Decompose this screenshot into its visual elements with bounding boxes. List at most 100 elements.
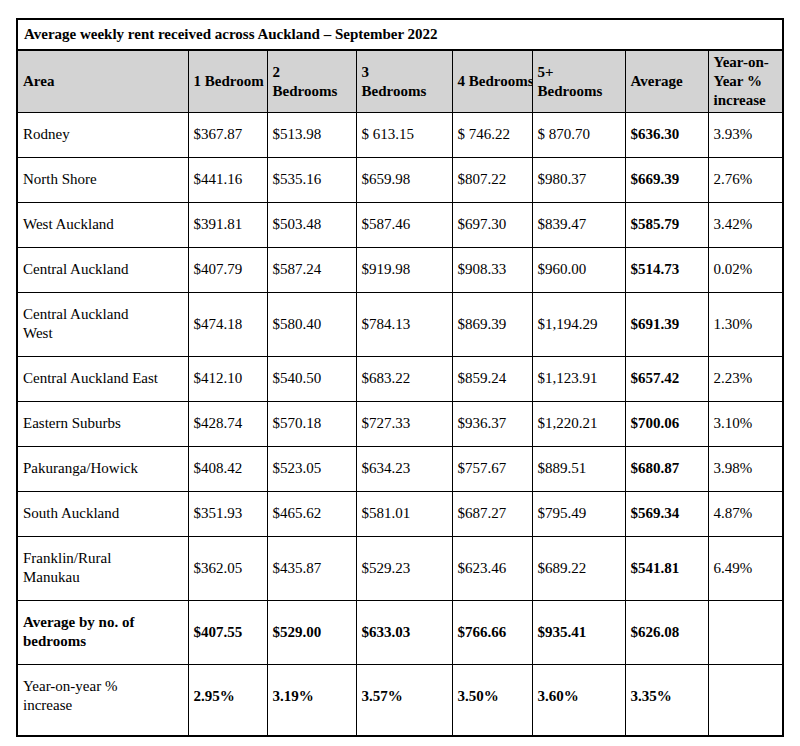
value-cell: 3.93% xyxy=(708,113,783,158)
value-cell: $585.79 xyxy=(625,203,708,248)
value-cell: $535.16 xyxy=(267,158,356,203)
value-cell: $407.79 xyxy=(188,248,267,293)
area-cell: Central Auckland West xyxy=(17,293,188,357)
value-cell: $362.05 xyxy=(188,537,267,601)
value-cell: $697.30 xyxy=(452,203,532,248)
value-cell: $691.39 xyxy=(625,293,708,357)
value-cell: $408.42 xyxy=(188,447,267,492)
value-cell: $541.81 xyxy=(625,537,708,601)
table-body: Rodney$367.87$513.98$ 613.15$ 746.22$ 87… xyxy=(17,113,783,737)
value-cell: $391.81 xyxy=(188,203,267,248)
table-title: Average weekly rent received across Auck… xyxy=(17,19,783,50)
value-cell: 3.60% xyxy=(532,665,625,737)
value-cell: 0.02% xyxy=(708,248,783,293)
area-cell: Franklin/Rural Manukau xyxy=(17,537,188,601)
value-cell: $503.48 xyxy=(267,203,356,248)
value-cell: $689.22 xyxy=(532,537,625,601)
value-cell: 6.49% xyxy=(708,537,783,601)
header-row: Area 1 Bedroom 2 Bedrooms 3 Bedrooms 4 B… xyxy=(17,50,783,113)
value-cell: $587.24 xyxy=(267,248,356,293)
value-cell xyxy=(708,665,783,737)
value-cell: $687.27 xyxy=(452,492,532,537)
value-cell: $ 613.15 xyxy=(356,113,452,158)
column-header-area: Area xyxy=(17,50,188,113)
value-cell: 3.98% xyxy=(708,447,783,492)
value-cell: $784.13 xyxy=(356,293,452,357)
column-header-4-bedrooms: 4 Bedrooms xyxy=(452,50,532,113)
value-cell: $1,194.29 xyxy=(532,293,625,357)
area-cell: Central Auckland xyxy=(17,248,188,293)
value-cell: $570.18 xyxy=(267,402,356,447)
table-row: Franklin/Rural Manukau$362.05$435.87$529… xyxy=(17,537,783,601)
value-cell: $657.42 xyxy=(625,357,708,402)
value-cell: $367.87 xyxy=(188,113,267,158)
value-cell: $540.50 xyxy=(267,357,356,402)
table-row: Eastern Suburbs$428.74$570.18$727.33$936… xyxy=(17,402,783,447)
value-cell: $683.22 xyxy=(356,357,452,402)
value-cell: 3.19% xyxy=(267,665,356,737)
value-cell: $441.16 xyxy=(188,158,267,203)
table-row: Central Auckland East$412.10$540.50$683.… xyxy=(17,357,783,402)
column-header-3-bedrooms: 3 Bedrooms xyxy=(356,50,452,113)
value-cell: 1.30% xyxy=(708,293,783,357)
value-cell: $407.55 xyxy=(188,601,267,665)
table-row: Year-on-year % increase2.95%3.19%3.57% 3.… xyxy=(17,665,783,737)
column-header-1-bedroom: 1 Bedroom xyxy=(188,50,267,113)
value-cell: $633.03 xyxy=(356,601,452,665)
value-cell: $936.37 xyxy=(452,402,532,447)
value-cell: $757.67 xyxy=(452,447,532,492)
value-cell: $474.18 xyxy=(188,293,267,357)
area-cell: West Auckland xyxy=(17,203,188,248)
value-cell: $889.51 xyxy=(532,447,625,492)
value-cell: 3.35% xyxy=(625,665,708,737)
value-cell: 3.57% xyxy=(356,665,452,737)
value-cell: $587.46 xyxy=(356,203,452,248)
area-cell: Central Auckland East xyxy=(17,357,188,402)
value-cell: $960.00 xyxy=(532,248,625,293)
column-header-5plus-bedrooms: 5+ Bedrooms xyxy=(532,50,625,113)
value-cell: $428.74 xyxy=(188,402,267,447)
value-cell: $569.34 xyxy=(625,492,708,537)
value-cell: $514.73 xyxy=(625,248,708,293)
page: Average weekly rent received across Auck… xyxy=(0,0,800,746)
rent-table: Average weekly rent received across Auck… xyxy=(16,18,784,737)
column-header-year-on-year: Year-on- Year % increase xyxy=(708,50,783,113)
area-cell: Average by no. of bedrooms xyxy=(17,601,188,665)
value-cell: $513.98 xyxy=(267,113,356,158)
value-cell: $935.41 xyxy=(532,601,625,665)
table-row: Rodney$367.87$513.98$ 613.15$ 746.22$ 87… xyxy=(17,113,783,158)
title-row: Average weekly rent received across Auck… xyxy=(17,19,783,50)
table-row: Central Auckland$407.79$587.24$919.98$90… xyxy=(17,248,783,293)
value-cell: $ 746.22 xyxy=(452,113,532,158)
value-cell xyxy=(708,601,783,665)
value-cell: 2.95% xyxy=(188,665,267,737)
value-cell: $1,123.91 xyxy=(532,357,625,402)
value-cell: $700.06 xyxy=(625,402,708,447)
table-row: Pakuranga/Howick$408.42$523.05$634.23$75… xyxy=(17,447,783,492)
value-cell: $659.98 xyxy=(356,158,452,203)
area-cell: Pakuranga/Howick xyxy=(17,447,188,492)
table-row: West Auckland$391.81$503.48$587.46$697.3… xyxy=(17,203,783,248)
value-cell: $919.98 xyxy=(356,248,452,293)
area-cell: Year-on-year % increase xyxy=(17,665,188,737)
value-cell: $ 870.70 xyxy=(532,113,625,158)
value-cell: $529.00 xyxy=(267,601,356,665)
value-cell: $623.46 xyxy=(452,537,532,601)
value-cell: $766.66 xyxy=(452,601,532,665)
value-cell: $795.49 xyxy=(532,492,625,537)
value-cell: 3.10% xyxy=(708,402,783,447)
value-cell: $680.87 xyxy=(625,447,708,492)
value-cell: $839.47 xyxy=(532,203,625,248)
value-cell: $807.22 xyxy=(452,158,532,203)
value-cell: 2.76% xyxy=(708,158,783,203)
column-header-average: Average xyxy=(625,50,708,113)
value-cell: $529.23 xyxy=(356,537,452,601)
column-header-2-bedrooms: 2 Bedrooms xyxy=(267,50,356,113)
value-cell: $980.37 xyxy=(532,158,625,203)
area-cell: South Auckland xyxy=(17,492,188,537)
area-cell: Eastern Suburbs xyxy=(17,402,188,447)
area-cell: North Shore xyxy=(17,158,188,203)
value-cell: $351.93 xyxy=(188,492,267,537)
value-cell: $465.62 xyxy=(267,492,356,537)
value-cell: $727.33 xyxy=(356,402,452,447)
